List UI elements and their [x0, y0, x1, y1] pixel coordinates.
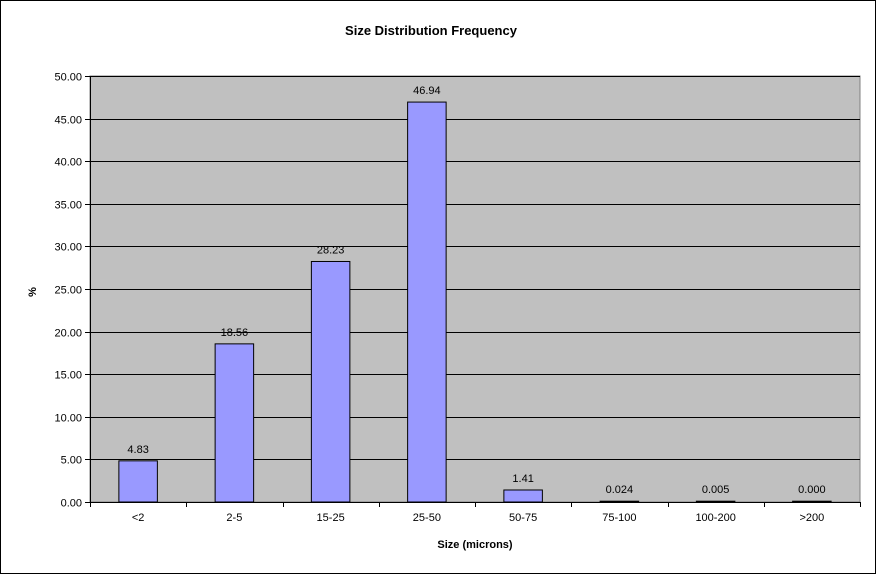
- x-tick-label: 25-50: [413, 512, 441, 524]
- x-tick-label: 75-100: [602, 512, 636, 524]
- bar: [599, 500, 640, 503]
- y-tick-label: 10.00: [54, 413, 82, 425]
- y-tick-label: 25.00: [54, 285, 82, 297]
- y-tick-label: 35.00: [54, 200, 82, 212]
- bar: [407, 101, 447, 503]
- bar: [214, 343, 255, 503]
- x-tick-label: >200: [799, 512, 824, 524]
- y-axis-title: %: [27, 287, 39, 297]
- y-tick-label: 50.00: [54, 72, 82, 84]
- bar-value-label: 4.83: [127, 444, 148, 456]
- bar-value-label: 0.000: [798, 484, 826, 496]
- bar-value-label: 18.56: [221, 327, 249, 339]
- bar-value-label: 0.005: [702, 484, 730, 496]
- bar: [118, 460, 158, 503]
- bar: [503, 489, 543, 503]
- data-labels: 4.83 18.56 28.23 46.94 1.41 0.024 0.005 0.000: [127, 85, 825, 496]
- bar-value-label: 1.41: [512, 473, 533, 485]
- bar: [792, 500, 832, 503]
- x-tick-label: 2-5: [226, 512, 242, 524]
- bar: [695, 500, 736, 503]
- chart-title: Size Distribution Frequency: [345, 23, 518, 38]
- x-tick-label: 100-200: [695, 512, 735, 524]
- y-tick-label: 40.00: [54, 157, 82, 169]
- bar: [310, 260, 351, 503]
- x-axis-title: Size (microns): [437, 539, 513, 551]
- y-axis: 0.00 5.00 10.00 15.00 20.00 25.00 30.00 35.00 40…: [54, 72, 91, 510]
- x-axis: <2 2-5 15-25 25-50 50-75 75-100 100-200 >200: [90, 502, 861, 524]
- bars: [118, 101, 832, 503]
- x-tick-label: 15-25: [317, 512, 345, 524]
- x-tick-label: 50-75: [509, 512, 537, 524]
- y-tick-label: 0.00: [61, 498, 82, 510]
- y-tick-label: 5.00: [61, 455, 82, 467]
- y-tick-label: 15.00: [54, 370, 82, 382]
- bar-value-label: 0.024: [606, 484, 634, 496]
- bar-value-label: 28.23: [317, 244, 345, 256]
- x-tick-label: <2: [132, 512, 145, 524]
- y-tick-label: 45.00: [54, 115, 82, 127]
- y-tick-label: 20.00: [54, 328, 82, 340]
- y-tick-label: 30.00: [54, 242, 82, 254]
- bar-value-label: 46.94: [413, 85, 441, 97]
